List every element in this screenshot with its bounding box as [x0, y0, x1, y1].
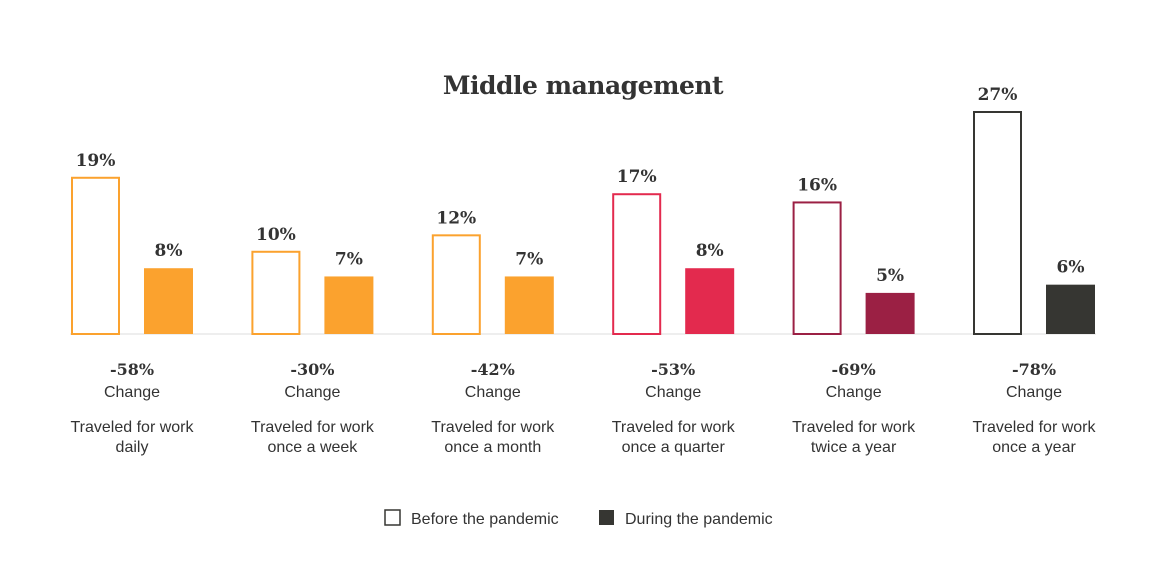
bar-before-0 [71, 176, 120, 335]
change-label-0: Change [104, 384, 160, 401]
bar-during-3 [685, 268, 735, 334]
value-label-during-1: 7% [335, 249, 363, 269]
bar-before-5 [973, 111, 1022, 335]
category-label-3: Traveled for work once a quarter [612, 419, 736, 456]
labels-group: 19% 8% -58% Change Traveled for work daily 10%… [71, 85, 1097, 456]
value-label-during-3: 8% [696, 241, 724, 261]
chart-title: Middle management [443, 71, 724, 100]
bar-during-0 [144, 268, 193, 334]
bar-before-1 [251, 250, 301, 335]
change-label-5: Change [1006, 384, 1062, 401]
change-label-2: Change [465, 384, 521, 401]
change-label-3: Change [645, 384, 701, 401]
change-value-3: -53% [651, 360, 695, 379]
legend-swatch-during [599, 510, 614, 525]
value-label-during-4: 5% [876, 266, 904, 286]
change-value-0: -58% [110, 360, 154, 379]
legend-label-before: Before the pandemic [411, 511, 559, 528]
category-label-0: Traveled for work daily [71, 419, 195, 456]
change-value-1: -30% [290, 360, 334, 379]
legend: Before the pandemic During the pandemic [384, 509, 773, 528]
value-label-before-3: 17% [617, 167, 657, 187]
bar-during-5 [1046, 284, 1095, 334]
value-label-during-2: 7% [515, 249, 543, 269]
bar-before-3 [612, 193, 662, 335]
value-label-before-5: 27% [978, 85, 1018, 105]
value-label-during-5: 6% [1057, 258, 1085, 278]
category-label-2: Traveled for work once a month [431, 419, 555, 456]
category-label-4: Traveled for work twice a year [792, 419, 916, 456]
bar-before-4 [792, 201, 842, 335]
change-label-1: Change [284, 384, 340, 401]
category-label-5: Traveled for work once a year [973, 419, 1097, 456]
change-value-2: -42% [471, 360, 515, 379]
bar-before-2 [431, 234, 481, 335]
legend-swatch-before [384, 509, 401, 526]
value-label-before-1: 10% [256, 225, 296, 245]
bar-during-2 [504, 276, 554, 334]
change-label-4: Change [826, 384, 882, 401]
change-value-5: -78% [1012, 360, 1056, 379]
bar-during-1 [324, 276, 374, 334]
category-label-1: Traveled for work once a week [251, 419, 375, 456]
value-label-before-0: 19% [76, 151, 116, 171]
bar-during-4 [865, 292, 915, 334]
value-label-before-4: 16% [797, 175, 837, 195]
value-label-before-2: 12% [436, 208, 476, 228]
change-value-4: -69% [832, 360, 876, 379]
legend-label-during: During the pandemic [625, 511, 773, 528]
bars-group [71, 111, 1095, 335]
value-label-during-0: 8% [155, 241, 183, 261]
